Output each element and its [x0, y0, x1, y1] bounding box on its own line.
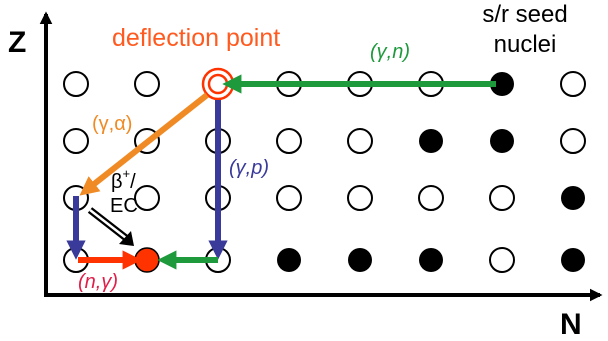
nucleus-filled [419, 248, 443, 272]
beta-plus-label: β+/ [111, 166, 136, 193]
nucleus-product [134, 247, 160, 273]
nucleus-filled [561, 186, 585, 210]
ec-label: EC [110, 195, 138, 217]
nucleus-filled [490, 72, 514, 96]
gamma-alpha-label: (γ,α) [92, 113, 132, 135]
nucleus-filled [419, 129, 443, 153]
seed-nuclei-label-line2: nuclei [494, 31, 557, 58]
nucleus-open [418, 185, 444, 211]
seed-nuclei-label-line1: s/r seed [482, 1, 567, 28]
nucleus-filled [348, 248, 372, 272]
y-axis-label: Z [8, 26, 26, 59]
nucleus-open [489, 185, 515, 211]
nucleus-open [134, 71, 160, 97]
x-axis-label: N [560, 308, 582, 341]
deflection-point-label: deflection point [112, 24, 280, 52]
nucleus-filled [561, 248, 585, 272]
gamma-alpha-arrow [79, 92, 209, 196]
nucleus-open [63, 128, 89, 154]
nucleus-open [347, 185, 373, 211]
gamma-p-label: (γ,p) [229, 157, 269, 179]
n-gamma-label: (n,γ) [78, 271, 118, 293]
gamma-n-label: (γ,n) [370, 41, 410, 63]
nuclide-grid [63, 71, 586, 273]
nucleus-open [560, 71, 586, 97]
beta-plus-ec-arrow [87, 207, 134, 246]
nucleus-open [63, 71, 89, 97]
deflection-nucleus [207, 73, 229, 95]
nucleus-open [347, 128, 373, 154]
nucleus-open [560, 128, 586, 154]
nucleus-filled [490, 129, 514, 153]
nucleus-open [489, 247, 515, 273]
nucleus-open [134, 185, 160, 211]
nucleus-open [276, 128, 302, 154]
nucleus-open [276, 185, 302, 211]
nucleus-filled [277, 248, 301, 272]
